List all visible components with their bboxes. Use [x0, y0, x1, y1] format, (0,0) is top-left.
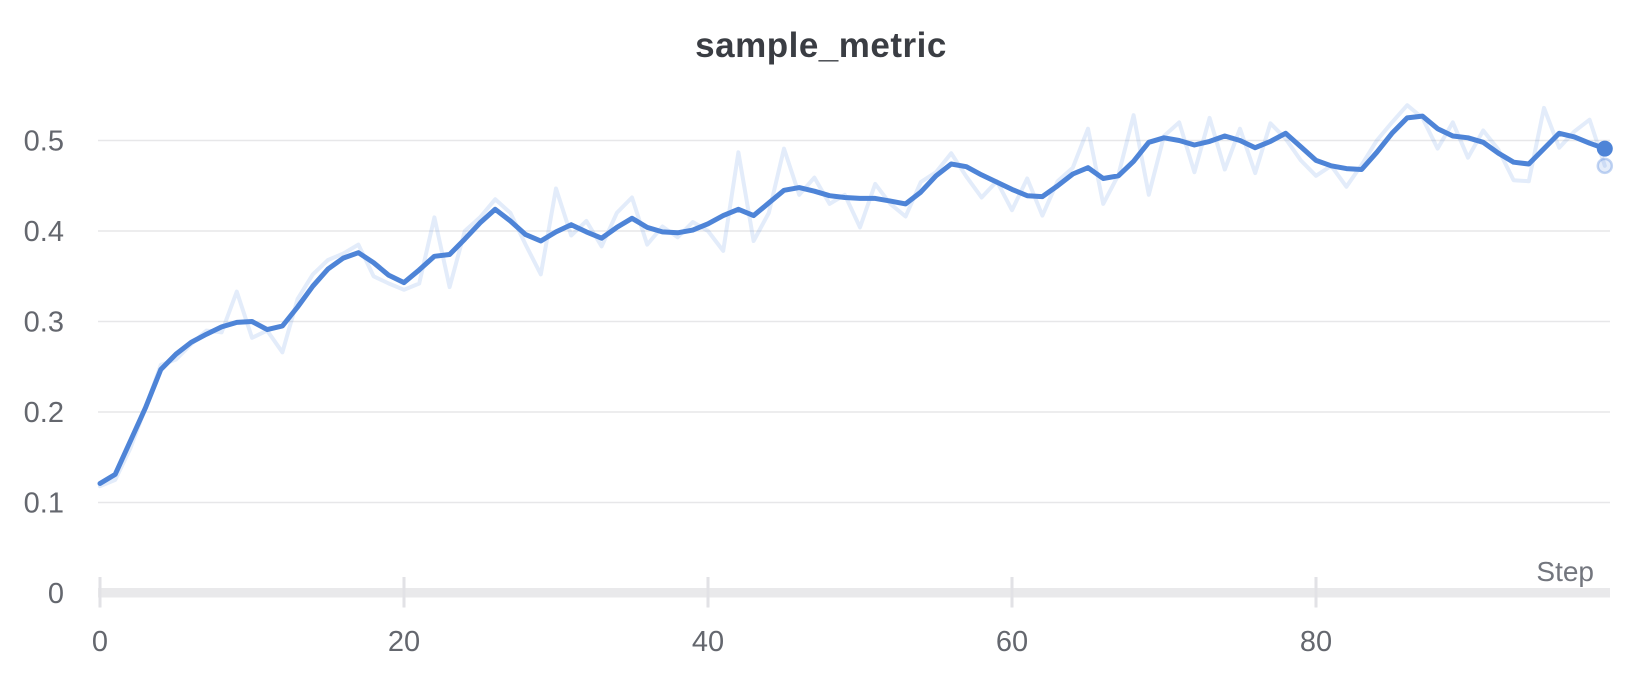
y-tick-label: 0.2	[24, 397, 64, 429]
chart-title: sample_metric	[695, 26, 947, 65]
x-tick-label: 80	[1300, 626, 1332, 658]
x-tick-label: 0	[92, 626, 108, 658]
y-tick-label: 0.1	[24, 488, 64, 520]
x-tick-label: 40	[692, 626, 724, 658]
raw-series-line	[98, 103, 1607, 489]
y-tick-label: 0.4	[24, 216, 64, 248]
y-tick-label: 0	[48, 578, 64, 610]
x-axis-title: Step	[1536, 556, 1594, 587]
x-axis-band	[98, 588, 1610, 598]
gridlines-layer	[98, 139, 1610, 504]
tick-labels-layer: 0 0.1 0.2 0.3 0.4 0.5 0 20 40 60 80	[24, 126, 1332, 659]
y-tick-label: 0.5	[24, 126, 64, 158]
x-tick-label: 60	[996, 626, 1028, 658]
series-layer	[97, 103, 1614, 489]
x-axis-layer	[98, 577, 1610, 608]
smoothed-series-line	[97, 113, 1608, 486]
x-tick-label: 20	[388, 626, 420, 658]
y-tick-label: 0.3	[24, 307, 64, 339]
raw-end-point	[1596, 157, 1614, 175]
smoothed-end-point	[1596, 140, 1613, 157]
